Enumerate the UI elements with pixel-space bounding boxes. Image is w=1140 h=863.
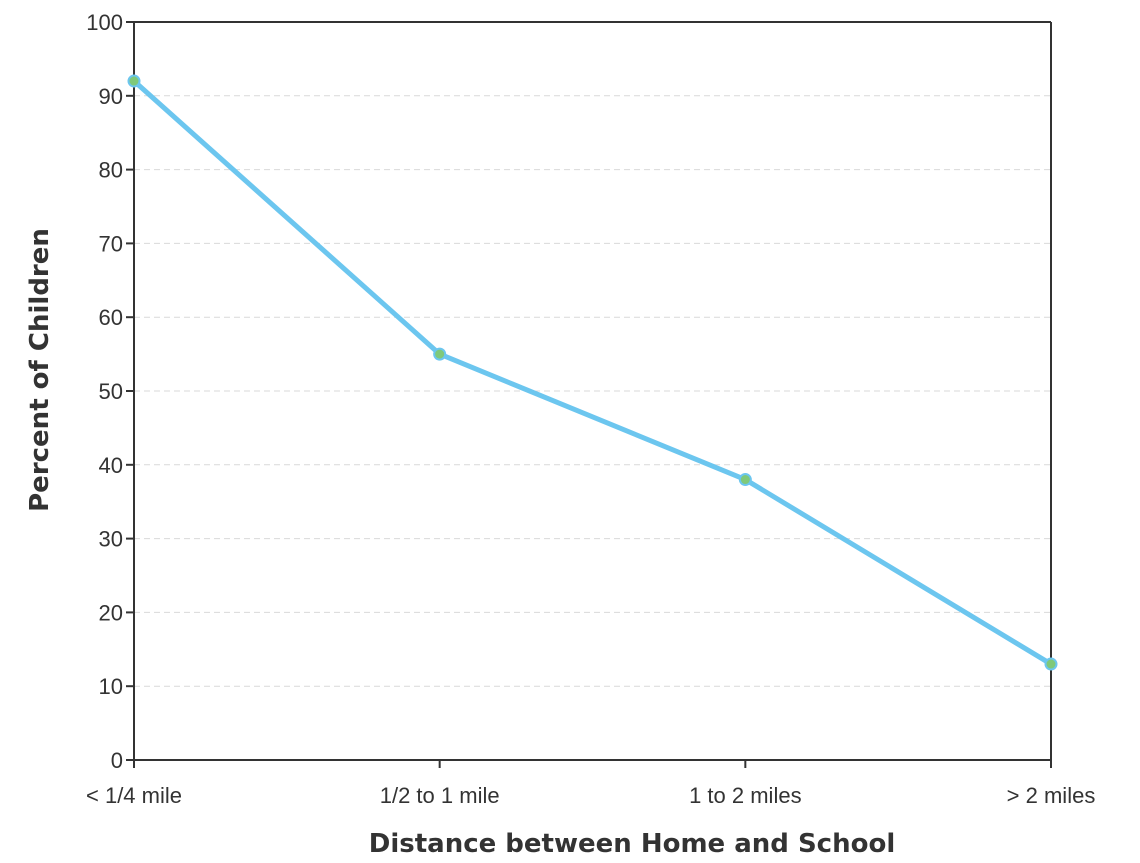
y-tick-label: 80 [99,158,123,183]
y-tick-label: 0 [111,748,123,773]
axes [133,21,1052,761]
data-point [127,74,141,88]
x-tick-label: > 2 miles [1007,783,1096,808]
data-point [738,473,752,487]
x-axis-ticks: < 1/4 mile 1/2 to 1 mile 1 to 2 miles > 2 m… [86,760,1095,808]
y-tick-label: 20 [99,600,123,625]
y-tick-label: 10 [99,674,123,699]
y-tick-label: 30 [99,527,123,552]
x-axis-title: Distance between Home and School [369,829,895,859]
y-tick-label: 60 [99,305,123,330]
series-lines [131,78,1054,667]
series-line [131,78,1054,667]
grid-lines [134,95,1051,687]
data-points [127,74,1058,671]
y-axis-title: Percent of Children [25,228,55,512]
y-tick-label: 70 [99,231,123,256]
data-point [1044,657,1058,671]
data-point [433,347,447,361]
y-tick-label: 40 [99,453,123,478]
y-tick-label: 50 [99,379,123,404]
x-tick-label: 1 to 2 miles [689,783,802,808]
y-axis-ticks: 0 10 20 30 40 50 60 70 80 90 100 [86,10,134,773]
y-tick-label: 100 [86,10,123,35]
y-tick-label: 90 [99,84,123,109]
x-tick-label: 1/2 to 1 mile [380,783,500,808]
x-tick-label: < 1/4 mile [86,783,182,808]
